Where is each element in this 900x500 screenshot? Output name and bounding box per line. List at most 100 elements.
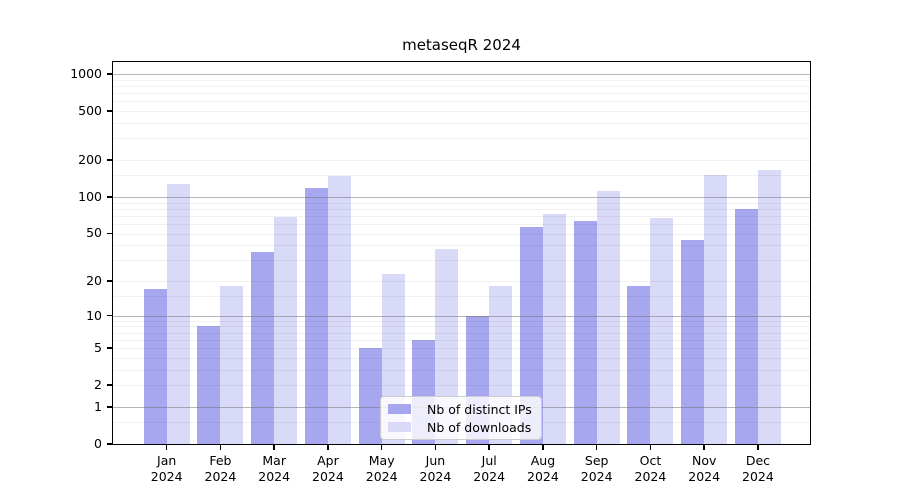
plot-area xyxy=(113,62,810,444)
gridline-minor xyxy=(113,79,810,81)
gridline-minor xyxy=(113,175,810,177)
y-axis-tick-label: 1 xyxy=(94,398,102,414)
gridline-minor xyxy=(113,295,810,297)
y-tick-mark xyxy=(107,406,113,408)
x-tick-mark xyxy=(434,445,437,450)
gridline-minor xyxy=(113,202,810,204)
y-axis-tick-label: 500 xyxy=(78,103,102,119)
x-tick-mark xyxy=(757,445,759,450)
bar-nb-of-distinct-ips-sep-2024 xyxy=(573,221,597,444)
gridline-minor xyxy=(113,348,810,350)
bar-nb-of-downloads-apr-2024 xyxy=(327,175,351,444)
legend-label-downloads: Nb of downloads xyxy=(427,419,532,435)
bar-nb-of-distinct-ips-mar-2024 xyxy=(251,252,275,444)
gridline-minor xyxy=(113,245,810,247)
gridline-minor xyxy=(113,123,810,124)
x-axis-tick-label: Mar 2024 xyxy=(258,453,291,484)
x-axis-tick-label: Sep 2024 xyxy=(580,453,613,484)
bar-nb-of-downloads-oct-2024 xyxy=(650,218,674,444)
x-tick-mark xyxy=(380,445,383,450)
gridline-minor xyxy=(113,101,810,103)
y-axis-tick-label: 200 xyxy=(78,152,102,168)
bar-nb-of-distinct-ips-nov-2024 xyxy=(681,240,705,444)
x-tick-mark xyxy=(273,445,275,450)
bar-nb-of-distinct-ips-may-2024 xyxy=(358,348,382,444)
bar-nb-of-downloads-aug-2024 xyxy=(542,213,566,444)
x-axis-tick-label: Jun 2024 xyxy=(419,453,452,484)
x-tick-mark xyxy=(703,445,705,450)
bar-nb-of-downloads-nov-2024 xyxy=(704,174,728,444)
y-axis-tick-label: 2 xyxy=(94,377,102,393)
x-tick-mark xyxy=(649,445,652,450)
bar-nb-of-distinct-ips-jan-2024 xyxy=(143,289,167,444)
bar-nb-of-downloads-sep-2024 xyxy=(596,190,620,444)
bar-nb-of-distinct-ips-aug-2024 xyxy=(519,226,543,444)
y-tick-mark xyxy=(107,314,113,317)
x-tick-mark xyxy=(542,445,544,450)
y-tick-mark xyxy=(107,347,113,349)
legend: Nb of distinct IPs Nb of downloads xyxy=(380,396,542,440)
x-axis-tick-label: Jul 2024 xyxy=(473,453,506,484)
gridline-minor xyxy=(113,260,810,262)
y-tick-mark xyxy=(107,232,113,235)
x-axis-tick-label: Dec 2024 xyxy=(742,453,774,484)
x-axis-tick-label: Nov 2024 xyxy=(688,453,721,484)
legend-swatch-downloads xyxy=(388,422,411,432)
y-tick-mark xyxy=(107,196,113,198)
gridline-minor xyxy=(113,215,810,217)
bar-nb-of-downloads-feb-2024 xyxy=(220,286,244,444)
x-axis-tick-label: Jan 2024 xyxy=(150,453,183,484)
x-axis-tick-label: May 2024 xyxy=(365,453,398,484)
gridline-minor xyxy=(113,332,810,334)
gridline-minor xyxy=(113,385,810,387)
y-axis-tick-label: 50 xyxy=(86,225,102,241)
gridline-minor xyxy=(113,357,810,359)
gridline-minor xyxy=(113,208,810,210)
y-axis-tick-label: 100 xyxy=(78,188,102,204)
y-axis-tick-label: 20 xyxy=(86,272,102,288)
y-tick-mark xyxy=(107,110,113,112)
x-axis-tick-label: Feb 2024 xyxy=(204,453,237,484)
gridline-minor xyxy=(113,93,810,95)
bar-nb-of-downloads-jan-2024 xyxy=(166,184,190,444)
gridline-major xyxy=(113,74,810,75)
gridline-minor xyxy=(113,320,810,322)
y-axis-tick-label: 10 xyxy=(86,307,102,323)
gridline-minor xyxy=(113,223,810,225)
x-axis-tick-label: Apr 2024 xyxy=(312,453,344,484)
y-tick-mark xyxy=(107,280,113,282)
x-tick-mark xyxy=(327,445,329,450)
gridline-minor xyxy=(113,111,810,113)
y-tick-mark xyxy=(107,73,113,75)
bar-nb-of-distinct-ips-feb-2024 xyxy=(197,326,221,444)
x-tick-mark xyxy=(595,445,598,450)
bar-nb-of-distinct-ips-oct-2024 xyxy=(627,286,651,444)
gridline-minor xyxy=(113,326,810,328)
legend-item-downloads: Nb of downloads xyxy=(388,419,532,435)
gridline-minor xyxy=(113,160,810,161)
y-tick-mark xyxy=(107,384,113,386)
legend-label-distinct-ips: Nb of distinct IPs xyxy=(427,401,532,417)
bar-nb-of-downloads-dec-2024 xyxy=(757,169,781,444)
x-axis-tick-label: Oct 2024 xyxy=(634,453,667,484)
x-tick-mark xyxy=(219,445,222,450)
y-axis-tick-label: 5 xyxy=(94,340,102,356)
gridline-major xyxy=(113,315,810,317)
y-tick-mark xyxy=(107,443,113,445)
gridline-minor xyxy=(113,86,810,87)
bar-nb-of-downloads-jun-2024 xyxy=(435,249,459,444)
chart-title: metaseqR 2024 xyxy=(402,36,521,54)
x-tick-mark xyxy=(165,445,168,450)
legend-swatch-distinct-ips xyxy=(388,404,411,414)
gridline-major xyxy=(113,196,810,198)
legend-item-distinct-ips: Nb of distinct IPs xyxy=(388,401,532,417)
gridline-minor xyxy=(113,369,810,371)
y-axis-tick-label: 0 xyxy=(94,436,102,451)
x-tick-mark xyxy=(488,445,490,450)
gridline-minor xyxy=(113,339,810,341)
x-axis-tick-label: Aug 2024 xyxy=(527,453,559,484)
bar-nb-of-distinct-ips-dec-2024 xyxy=(734,209,758,444)
gridline-minor xyxy=(113,281,810,282)
gridline-minor xyxy=(113,233,810,235)
